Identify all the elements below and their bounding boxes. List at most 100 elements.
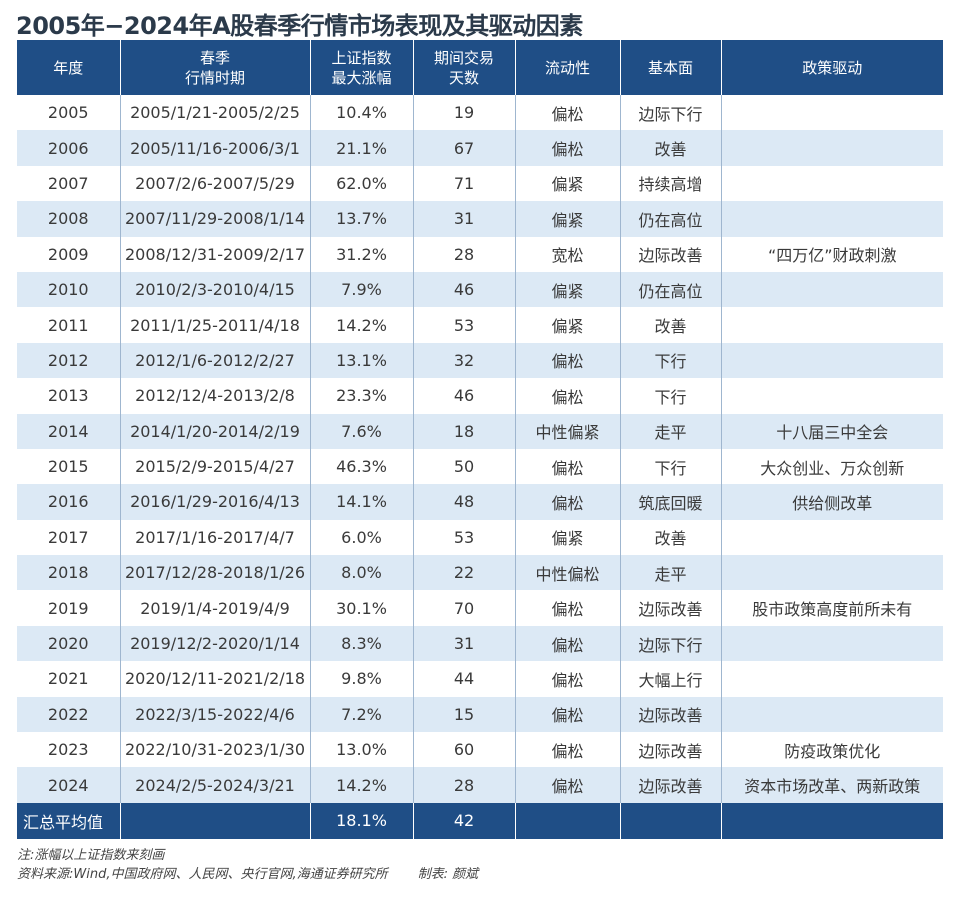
table-cell: 2021 bbox=[17, 661, 121, 697]
table-cell: 2019 bbox=[17, 590, 121, 626]
table-cell: 仍在高位 bbox=[620, 271, 722, 308]
table-cell: 2005 bbox=[17, 95, 121, 131]
table-cell: 2020 bbox=[17, 625, 121, 662]
table-cell: 14.2% bbox=[310, 307, 414, 343]
chart-title: 2005年−2024年A股春季行情市场表现及其驱动因素 bbox=[16, 12, 583, 40]
column-header-text: 天数 bbox=[448, 68, 479, 87]
column-header-text: 春季 bbox=[199, 48, 230, 67]
column-header-text: 政策驱动 bbox=[802, 58, 863, 77]
table-cell: 十八届三中全会 bbox=[721, 413, 943, 449]
table-row: 2016 2016/1/29-2016/4/13 14.1% 48 偏松 筑底回暖 供给侧改… bbox=[17, 484, 943, 520]
table-cell: 70 bbox=[413, 590, 516, 626]
table-cell: 改善 bbox=[620, 130, 722, 166]
table-cell: 2010/2/3-2010/4/15 bbox=[120, 271, 311, 308]
table-cell: 13.7% bbox=[310, 201, 414, 237]
table-cell: 8.3% bbox=[310, 625, 414, 662]
table-cell: 13.1% bbox=[310, 342, 414, 379]
column-header-text: 期间交易 bbox=[433, 48, 494, 67]
table-cell: 2008/12/31-2009/2/17 bbox=[120, 236, 311, 272]
table-cell: 19 bbox=[413, 95, 516, 131]
table-cell: 23.3% bbox=[310, 378, 414, 414]
table-cell: 67 bbox=[413, 130, 516, 166]
table-cell: 8.0% bbox=[310, 555, 414, 591]
table-cell bbox=[721, 555, 943, 591]
table-cell: 筑底回暖 bbox=[620, 484, 722, 520]
table-cell: 偏紧 bbox=[515, 165, 621, 202]
table-cell: 2018 bbox=[17, 555, 121, 591]
table-row: 2018 2017/12/28-2018/1/26 8.0% 22 中性偏松 走平 bbox=[17, 555, 943, 591]
table-cell: 2008 bbox=[17, 201, 121, 237]
table-cell: 21.1% bbox=[310, 130, 414, 166]
table-cell bbox=[721, 696, 943, 733]
table-cell: 下行 bbox=[620, 448, 722, 485]
table-cell: 中性偏紧 bbox=[515, 413, 621, 449]
table-cell: 50 bbox=[413, 448, 516, 485]
table-cell: 改善 bbox=[620, 307, 722, 343]
table-row: 2021 2020/12/11-2021/2/18 9.8% 44 偏松 大幅上行 bbox=[17, 661, 943, 697]
table-cell: 2016 bbox=[17, 484, 121, 520]
table-cell: 下行 bbox=[620, 342, 722, 379]
credit-text: 制表: 颜斌 bbox=[417, 867, 479, 882]
table-cell: 2005/1/21-2005/2/25 bbox=[120, 95, 311, 131]
table-row: 2005 2005/1/21-2005/2/25 10.4% 19 偏松 边际下行 bbox=[17, 95, 943, 131]
table-cell: 44 bbox=[413, 661, 516, 697]
table-cell: 偏松 bbox=[515, 625, 621, 662]
summary-label: 汇总平均值 bbox=[17, 802, 121, 839]
table-row: 2019 2019/1/4-2019/4/9 30.1% 70 偏松 边际改善 股市政策高度… bbox=[17, 590, 943, 626]
table-cell: 2015/2/9-2015/4/27 bbox=[120, 448, 311, 485]
table-cell: 28 bbox=[413, 236, 516, 272]
header-row: 年度 春季 行情时期 上证指数 最大涨幅 期间交易 天数 流动性 基本面 政策驱动 bbox=[17, 40, 943, 95]
table-cell: 60 bbox=[413, 732, 516, 768]
table-cell: 偏紧 bbox=[515, 201, 621, 237]
table-row: 2007 2007/2/6-2007/5/29 62.0% 71 偏紧 持续高增 bbox=[17, 165, 943, 202]
table-cell: 2005/11/16-2006/3/1 bbox=[120, 130, 311, 166]
table-cell: 偏紧 bbox=[515, 271, 621, 308]
table-row: 2011 2011/1/25-2011/4/18 14.2% 53 偏紧 改善 bbox=[17, 307, 943, 343]
table-row: 2013 2012/12/4-2013/2/8 23.3% 46 偏松 下行 bbox=[17, 378, 943, 414]
table-cell: 边际改善 bbox=[620, 732, 722, 768]
table-row: 2024 2024/2/5-2024/3/21 14.2% 28 偏松 边际改善 资本市场改… bbox=[17, 767, 943, 803]
table-cell: 71 bbox=[413, 165, 516, 202]
table-row: 2022 2022/3/15-2022/4/6 7.2% 15 偏松 边际改善 bbox=[17, 696, 943, 733]
table-cell: 大众创业、万众创新 bbox=[721, 448, 943, 485]
footnotes: 注:涨幅以上证指数来刻画 资料来源:Wind,中国政府网、人民网、央行官网,海通… bbox=[17, 846, 478, 884]
table-row: 2012 2012/1/6-2012/2/27 13.1% 32 偏松 下行 bbox=[17, 342, 943, 379]
table-cell: 2012/1/6-2012/2/27 bbox=[120, 342, 311, 379]
table-cell: 偏松 bbox=[515, 342, 621, 379]
table-cell: 偏松 bbox=[515, 661, 621, 697]
table-cell: 2013 bbox=[17, 378, 121, 414]
table-cell: 大幅上行 bbox=[620, 661, 722, 697]
table-cell: 15 bbox=[413, 696, 516, 733]
column-header-text: 年度 bbox=[53, 58, 84, 77]
table-cell: 62.0% bbox=[310, 165, 414, 202]
table-row: 2020 2019/12/2-2020/1/14 8.3% 31 偏松 边际下行 bbox=[17, 625, 943, 662]
summary-cell bbox=[620, 802, 722, 839]
column-header-text: 流动性 bbox=[544, 58, 590, 77]
table-cell bbox=[721, 165, 943, 202]
table-cell bbox=[721, 201, 943, 237]
column-header: 基本面 bbox=[620, 40, 722, 95]
column-header-text: 行情时期 bbox=[184, 68, 245, 87]
source-text: 资料来源:Wind,中国政府网、人民网、央行官网,海通证券研究所 bbox=[17, 867, 388, 882]
table-row: 2006 2005/11/16-2006/3/1 21.1% 67 偏松 改善 bbox=[17, 130, 943, 166]
table-cell: 2009 bbox=[17, 236, 121, 272]
table-cell: 28 bbox=[413, 767, 516, 803]
table-cell: 2007/2/6-2007/5/29 bbox=[120, 165, 311, 202]
table-cell: 9.8% bbox=[310, 661, 414, 697]
column-header: 政策驱动 bbox=[721, 40, 943, 95]
table-cell bbox=[721, 625, 943, 662]
table-cell: 防疫政策优化 bbox=[721, 732, 943, 768]
table-cell: 2016/1/29-2016/4/13 bbox=[120, 484, 311, 520]
table-cell: 2024/2/5-2024/3/21 bbox=[120, 767, 311, 803]
table-cell: 2022/10/31-2023/1/30 bbox=[120, 732, 311, 768]
table-cell: 2019/12/2-2020/1/14 bbox=[120, 625, 311, 662]
table-cell: 53 bbox=[413, 307, 516, 343]
table-cell: 走平 bbox=[620, 413, 722, 449]
column-header-text: 上证指数 bbox=[331, 48, 392, 67]
summary-row: 汇总平均值 18.1% 42 bbox=[17, 802, 943, 839]
table-cell: 持续高增 bbox=[620, 165, 722, 202]
table-body: 2005 2005/1/21-2005/2/25 10.4% 19 偏松 边际下行 2006… bbox=[17, 95, 943, 803]
table-cell: 46 bbox=[413, 271, 516, 308]
data-table: 年度 春季 行情时期 上证指数 最大涨幅 期间交易 天数 流动性 基本面 政策驱动 2005 200… bbox=[17, 40, 943, 839]
table-cell: 13.0% bbox=[310, 732, 414, 768]
